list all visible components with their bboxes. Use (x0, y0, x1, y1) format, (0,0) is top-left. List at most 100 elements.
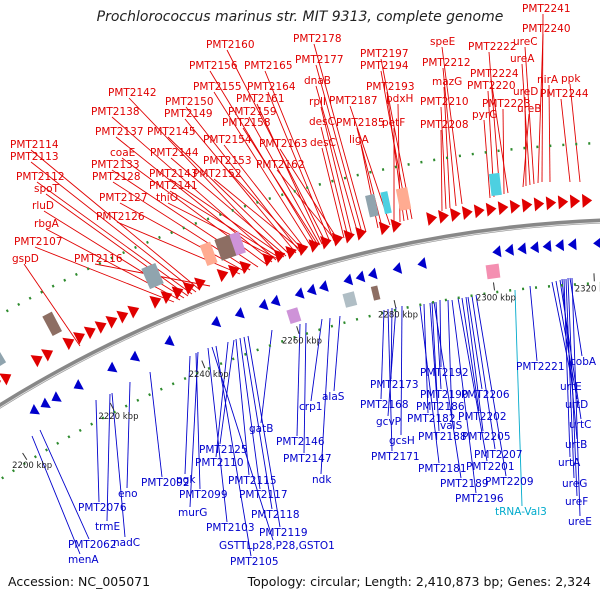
reverse-gene-arrow[interactable] (51, 391, 62, 402)
reverse-gene-arrow[interactable] (392, 262, 403, 274)
gene-label[interactable]: PMT2076 (78, 502, 127, 514)
gene-label[interactable]: dnaB (304, 75, 331, 87)
gene-label[interactable]: PMT2137 (95, 126, 144, 138)
reverse-gene-arrow[interactable] (417, 257, 427, 269)
gene-label[interactable]: PMT2103 (206, 522, 255, 534)
gene-label[interactable]: gatB (249, 423, 273, 435)
gene-label[interactable]: PMT2171 (371, 451, 420, 463)
gene-label[interactable]: PMT2201 (466, 461, 515, 473)
reverse-gene-arrow[interactable] (270, 294, 281, 307)
gene-label[interactable]: PMT2159 (228, 106, 277, 118)
gene-label[interactable]: PMT2117 (239, 489, 288, 501)
reverse-gene-arrow[interactable] (164, 335, 175, 347)
forward-gene-arrow[interactable] (497, 201, 509, 216)
feature-block[interactable] (488, 172, 502, 196)
gene-label[interactable]: eno (118, 488, 138, 500)
gene-label[interactable]: PMT2127 (99, 192, 148, 204)
feature-block[interactable] (199, 241, 218, 267)
forward-gene-arrow[interactable] (308, 239, 320, 253)
reverse-gene-arrow[interactable] (258, 298, 269, 311)
gene-label[interactable]: PMT2105 (230, 556, 279, 568)
gene-label[interactable]: PMT2182 (407, 413, 456, 425)
feature-block[interactable] (229, 231, 246, 256)
gene-label[interactable]: PMT2188 (418, 431, 467, 443)
gene-label[interactable]: valS (440, 420, 463, 432)
gene-label[interactable]: PMT2173 (370, 379, 419, 391)
gene-label[interactable]: PMT2178 (293, 33, 342, 45)
feature-block[interactable] (141, 262, 164, 290)
gene-label[interactable]: desC (309, 116, 335, 128)
forward-gene-arrow[interactable] (171, 286, 184, 300)
gene-label[interactable]: PMT2149 (164, 108, 213, 120)
gene-label[interactable]: GSTTLp28,P28,GSTO1 (219, 540, 335, 552)
feature-block[interactable] (342, 291, 358, 308)
reverse-gene-arrow[interactable] (29, 403, 40, 415)
forward-gene-arrow[interactable] (262, 253, 274, 267)
forward-gene-arrow[interactable] (182, 281, 195, 295)
gene-label[interactable]: PMT2192 (420, 367, 469, 379)
gene-label[interactable]: PMT2212 (422, 57, 471, 69)
reverse-gene-arrow[interactable] (294, 287, 305, 299)
gene-label[interactable]: PMT2197 (360, 48, 409, 60)
gene-label[interactable]: mazG (432, 76, 462, 88)
gene-label[interactable]: PMT2150 (165, 96, 214, 108)
gene-label[interactable]: PMT2210 (420, 96, 469, 108)
reverse-gene-arrow[interactable] (343, 273, 354, 286)
feature-block[interactable] (214, 234, 237, 261)
gene-label[interactable]: PMT2205 (462, 431, 511, 443)
gene-label[interactable]: nirA (537, 74, 559, 86)
forward-gene-arrow[interactable] (485, 202, 497, 217)
forward-gene-arrow[interactable] (331, 232, 344, 247)
gene-label[interactable]: gspD (12, 253, 39, 265)
gene-label[interactable]: PMT2154 (203, 134, 252, 146)
gene-label[interactable]: PMT2162 (256, 159, 305, 171)
gene-label[interactable]: ureD (513, 86, 538, 98)
gene-label[interactable]: PMT2240 (522, 23, 571, 35)
gene-label[interactable]: PMT2163 (259, 138, 308, 150)
forward-gene-arrow[interactable] (426, 212, 438, 226)
forward-gene-arrow[interactable] (509, 199, 521, 214)
gene-label[interactable]: PMT2115 (228, 475, 277, 487)
gene-label[interactable]: urtB (565, 439, 587, 451)
gene-label[interactable]: ureE (568, 516, 592, 528)
forward-gene-arrow[interactable] (557, 195, 569, 210)
reverse-gene-arrow[interactable] (542, 240, 552, 253)
forward-gene-arrow[interactable] (41, 349, 54, 362)
gene-label[interactable]: trmE (95, 521, 120, 533)
reverse-gene-arrow[interactable] (593, 237, 600, 249)
forward-gene-arrow[interactable] (160, 291, 173, 305)
gene-label[interactable]: menA (68, 554, 99, 566)
gene-label[interactable]: urtE (560, 381, 582, 393)
reverse-gene-arrow[interactable] (504, 243, 514, 256)
forward-gene-arrow[interactable] (449, 208, 461, 222)
reverse-gene-arrow[interactable] (234, 307, 245, 319)
gene-label[interactable]: alaS (322, 391, 345, 403)
gene-label[interactable]: cobA (570, 356, 597, 368)
gene-label[interactable]: ureF (565, 496, 588, 508)
gene-label[interactable]: PMT2202 (458, 411, 507, 423)
forward-gene-arrow[interactable] (569, 194, 581, 209)
gene-label[interactable]: PMT2185 (336, 117, 385, 129)
forward-gene-arrow[interactable] (116, 310, 129, 324)
forward-gene-arrow[interactable] (273, 249, 286, 263)
gene-label[interactable]: ligA (349, 134, 369, 146)
gene-label[interactable]: PMT2153 (203, 155, 252, 167)
reverse-gene-arrow[interactable] (567, 238, 577, 251)
gene-label[interactable]: PMT2177 (295, 54, 344, 66)
forward-gene-arrow[interactable] (533, 197, 545, 212)
gene-label[interactable]: PMT2119 (259, 527, 308, 539)
forward-gene-arrow[interactable] (73, 332, 85, 345)
forward-gene-arrow[interactable] (521, 198, 533, 213)
forward-gene-arrow[interactable] (127, 305, 140, 319)
forward-gene-arrow[interactable] (30, 355, 43, 368)
forward-gene-arrow[interactable] (296, 242, 309, 257)
gene-label[interactable]: PMT2144 (150, 147, 199, 159)
forward-gene-arrow[interactable] (149, 295, 162, 309)
feature-block[interactable] (365, 193, 379, 218)
forward-gene-arrow[interactable] (461, 206, 473, 220)
gene-label[interactable]: PMT2165 (244, 60, 293, 72)
gene-label[interactable]: PMT2193 (366, 81, 415, 93)
gene-label[interactable]: pdxH (386, 93, 413, 105)
gene-label[interactable]: urtD (565, 399, 588, 411)
